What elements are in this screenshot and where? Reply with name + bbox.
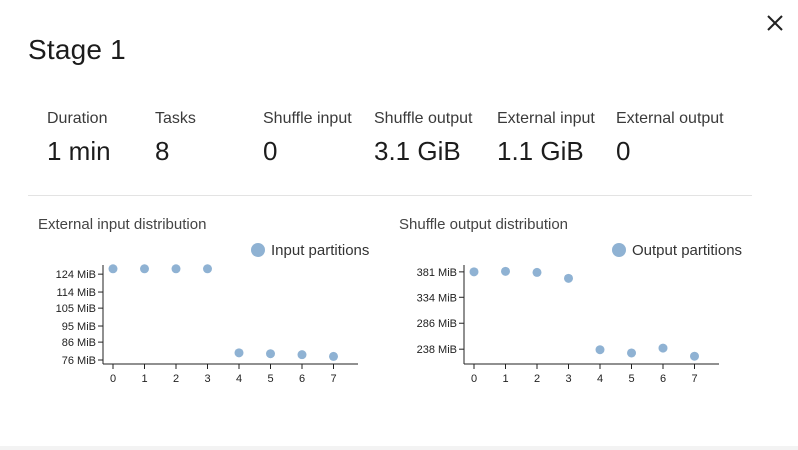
x-tick-label: 1 — [141, 373, 147, 385]
stat-shuffle-input: Shuffle input 0 — [263, 110, 352, 167]
x-tick-label: 6 — [660, 373, 666, 385]
data-point — [595, 345, 605, 355]
x-tick-label: 4 — [236, 373, 242, 385]
x-tick-label: 5 — [628, 373, 634, 385]
close-button[interactable] — [762, 10, 788, 36]
legend-marker — [612, 243, 626, 257]
stat-tasks: Tasks 8 — [155, 110, 196, 167]
legend-label: Input partitions — [271, 242, 369, 259]
y-tick-label: 334 MiB — [417, 292, 457, 304]
data-point — [329, 351, 338, 361]
stat-value: 1 min — [47, 136, 111, 166]
x-tick-label: 3 — [565, 373, 571, 385]
data-point — [690, 351, 699, 361]
x-tick-label: 3 — [204, 373, 210, 385]
stat-duration: Duration 1 min — [47, 110, 111, 167]
data-point — [108, 264, 118, 274]
x-tick-label: 6 — [299, 373, 305, 385]
stat-external-input: External input 1.1 GiB — [497, 110, 595, 167]
stat-external-output: External output 0 — [616, 110, 724, 167]
stat-value: 0 — [263, 136, 278, 166]
y-tick-label: 105 MiB — [56, 303, 96, 315]
stat-label: Shuffle output — [374, 110, 473, 127]
x-tick-label: 0 — [110, 373, 116, 385]
data-point — [266, 349, 275, 359]
chart-title: Shuffle output distribution — [399, 216, 569, 233]
y-tick-label: 76 MiB — [62, 355, 96, 367]
data-point — [171, 264, 181, 274]
data-point — [532, 267, 542, 277]
stat-value: 3.1 GiB — [374, 136, 461, 166]
y-tick-label: 286 MiB — [417, 318, 457, 330]
stats-row: Duration 1 min Tasks 8 Shuffle input 0 S… — [0, 110, 798, 180]
bottom-edge — [0, 446, 798, 450]
x-tick-label: 2 — [173, 373, 179, 385]
legend-label: Output partitions — [632, 242, 742, 259]
data-point — [234, 348, 244, 358]
x-tick-label: 7 — [330, 373, 336, 385]
data-point — [501, 266, 510, 276]
data-point — [297, 350, 307, 360]
dialog-title: Stage 1 — [28, 34, 126, 65]
y-tick-label: 238 MiB — [417, 344, 457, 356]
divider — [28, 195, 752, 196]
stat-label: Duration — [47, 110, 108, 127]
x-tick-label: 0 — [471, 373, 477, 385]
chart-svg: Input partitions 124 MiB 114 MiB 105 MiB 95 … — [56, 242, 370, 385]
stat-shuffle-output: Shuffle output 3.1 GiB — [374, 110, 472, 167]
chart-title: External input distribution — [38, 216, 207, 233]
stat-value: 0 — [616, 136, 631, 166]
x-tick-label: 1 — [502, 373, 508, 385]
stat-value: 8 — [155, 136, 170, 166]
external-input-chart: External input distribution Input partit… — [28, 210, 388, 385]
stat-value: 1.1 GiB — [497, 136, 584, 166]
y-tick-label: 381 MiB — [417, 267, 457, 279]
x-tick-label: 7 — [691, 373, 697, 385]
stat-label: External output — [616, 110, 724, 127]
x-tick-label: 4 — [597, 373, 603, 385]
data-point — [140, 264, 149, 274]
y-tick-label: 86 MiB — [62, 337, 96, 349]
stat-label: Shuffle input — [263, 110, 352, 127]
data-point — [658, 343, 668, 353]
legend-marker — [251, 243, 265, 257]
stat-label: External input — [497, 110, 595, 127]
y-tick-label: 95 MiB — [62, 321, 96, 333]
x-tick-label: 5 — [267, 373, 273, 385]
y-tick-label: 124 MiB — [56, 269, 96, 281]
stat-label: Tasks — [155, 110, 196, 127]
shuffle-output-chart: Shuffle output distribution Output parti… — [389, 210, 749, 385]
data-point — [564, 273, 573, 283]
data-point — [627, 348, 636, 358]
close-icon — [767, 15, 783, 31]
data-point — [469, 267, 479, 277]
data-point — [203, 264, 212, 274]
x-tick-label: 2 — [534, 373, 540, 385]
y-tick-label: 114 MiB — [56, 287, 96, 299]
